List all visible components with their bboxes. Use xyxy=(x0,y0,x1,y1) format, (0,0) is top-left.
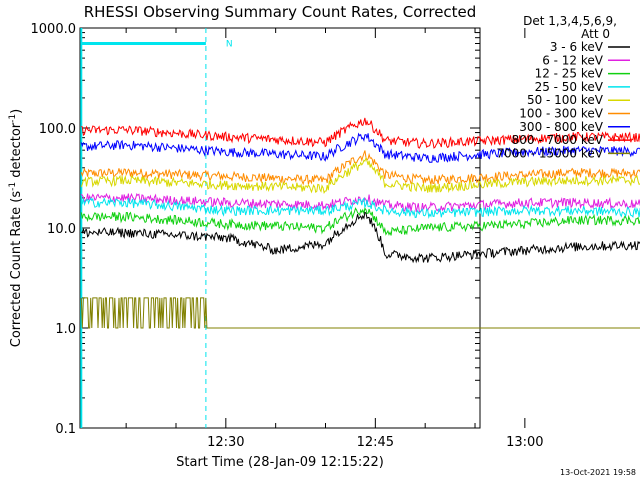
interval-flag-label: N xyxy=(226,39,233,49)
footer-date: 13-Oct-2021 19:58 xyxy=(560,468,636,477)
y-axis-label-part: ) xyxy=(9,109,24,114)
y-tick-label: 1000.0 xyxy=(31,22,77,37)
y-tick-label: 10.0 xyxy=(47,222,76,237)
legend-detector-line1: Det 1,3,4,5,6,9, xyxy=(523,14,617,28)
y-axis-label: Corrected Count Rate (s-1 detector-1) xyxy=(8,109,24,347)
legend-detector-line2: Att 0 xyxy=(581,27,610,41)
y-tick-label: 100.0 xyxy=(39,122,76,137)
legend-label: 50 - 100 keV xyxy=(527,93,604,107)
legend-label: 25 - 50 keV xyxy=(535,80,604,94)
legend-label: 7000 - 15000 keV xyxy=(496,146,603,160)
y-axis-label-sup: -1 xyxy=(8,114,18,123)
x-tick-label: 12:30 xyxy=(207,435,244,450)
legend-label: 100 - 300 keV xyxy=(519,107,603,121)
y-axis-label-part: detector xyxy=(9,122,24,182)
legend-label: 6 - 12 keV xyxy=(542,53,604,67)
legend-label: 300 - 800 keV xyxy=(519,120,603,134)
y-axis-label-part: Corrected Count Rate (s xyxy=(9,191,24,348)
y-axis-label-sup: -1 xyxy=(8,182,18,191)
x-tick-label: 13:00 xyxy=(506,435,543,450)
y-tick-label: 0.1 xyxy=(55,422,76,437)
legend-label: 12 - 25 keV xyxy=(535,67,604,81)
x-axis-label: Start Time (28-Jan-09 12:15:22) xyxy=(176,455,384,470)
x-tick-label: 12:45 xyxy=(357,435,394,450)
y-tick-label: 1.0 xyxy=(55,322,76,337)
chart-title: RHESSI Observing Summary Count Rates, Co… xyxy=(84,3,477,21)
legend-label: 3 - 6 keV xyxy=(550,40,604,54)
legend-label: 800 - 7000 keV xyxy=(512,133,604,147)
